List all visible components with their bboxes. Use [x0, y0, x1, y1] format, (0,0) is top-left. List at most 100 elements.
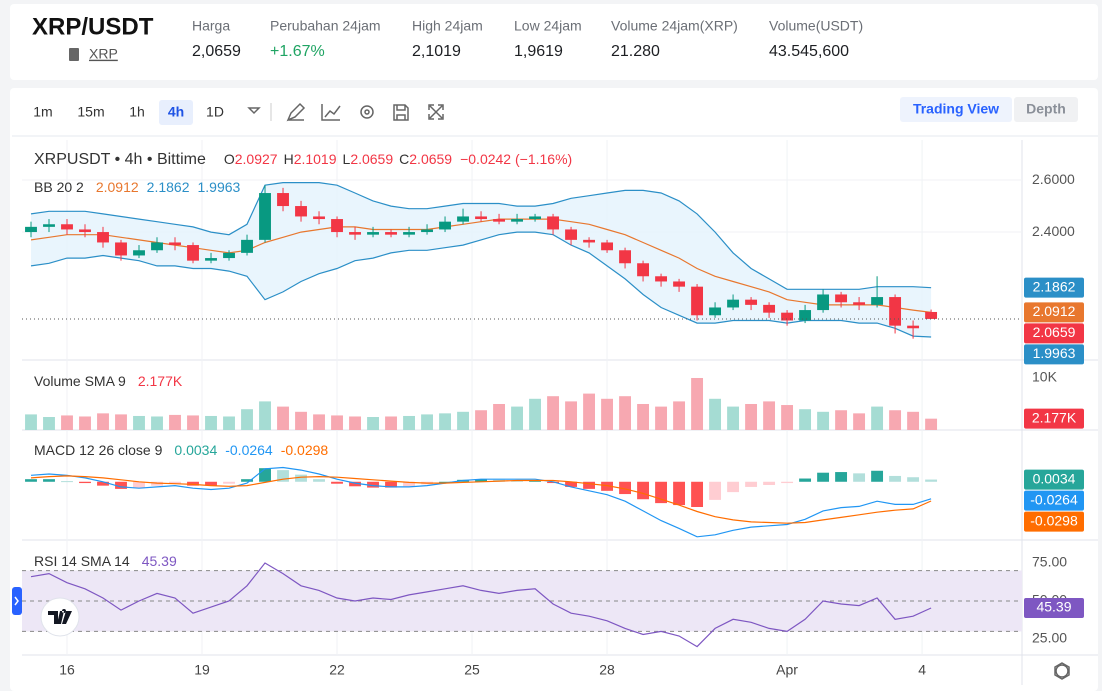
- legend: XRPUSDT • 4h • Bittime O2.0927 H2.1019 L2.0…: [34, 151, 572, 169]
- macd-histogram: [763, 481, 776, 485]
- volume-bar: [799, 409, 812, 430]
- interval-button[interactable]: 1h: [129, 104, 145, 120]
- settings-icon[interactable]: [360, 105, 374, 119]
- volume-bar: [205, 415, 217, 430]
- macd-histogram: [835, 472, 848, 482]
- interval-active-bg: [159, 100, 193, 125]
- candle-body: [277, 193, 289, 207]
- volume-bar: [529, 398, 541, 430]
- candle-body: [79, 229, 91, 233]
- header-card: [10, 4, 1098, 80]
- dropdown-arrow[interactable]: [247, 107, 261, 115]
- candle-body: [187, 245, 199, 261]
- macd-histogram: [889, 475, 902, 482]
- interval-button[interactable]: 1D: [206, 104, 224, 120]
- candle-body: [889, 297, 902, 326]
- volume-bar: [853, 413, 866, 430]
- legend-item: -0.0264: [225, 442, 273, 458]
- draw-icon[interactable]: [286, 102, 306, 122]
- view-tab[interactable]: Trading View: [913, 101, 999, 117]
- macd-histogram: [709, 481, 722, 500]
- y-tick-label: 2.4000: [1032, 223, 1075, 239]
- axis-value-label: 1.9963: [1033, 345, 1076, 361]
- macd-histogram: [403, 481, 415, 487]
- volume-bar: [403, 415, 415, 430]
- stat-value: +1.67%: [270, 43, 325, 60]
- volume-bar: [385, 416, 397, 430]
- candle-body: [115, 242, 127, 256]
- asset-icon: [69, 48, 79, 61]
- fullscreen-icon[interactable]: [428, 104, 444, 120]
- macd-histogram: [925, 479, 938, 482]
- axis-value-label: -0.0264: [1030, 491, 1078, 507]
- volume-bar: [259, 401, 271, 430]
- asset-link[interactable]: XRP: [89, 46, 118, 62]
- volume-bar: [79, 416, 91, 430]
- legend-item: 2.0912: [96, 179, 139, 195]
- macd-histogram: [439, 481, 451, 483]
- candle-body: [367, 232, 379, 235]
- side-tab[interactable]: [12, 587, 22, 615]
- candle-body: [583, 239, 595, 243]
- candle-body: [61, 224, 73, 230]
- legend-item: 0.0034: [174, 442, 217, 458]
- volume-bar: [25, 414, 37, 430]
- stat-value: 1,9619: [514, 43, 563, 60]
- candle-body: [475, 216, 487, 220]
- y-tick-label: 10K: [1032, 369, 1058, 385]
- volume-bar: [421, 414, 433, 430]
- view-tab-bg: [900, 97, 1012, 122]
- axis-value-label: 2.0659: [1033, 324, 1076, 340]
- tv-logo-mark: [48, 609, 72, 624]
- candle-body: [871, 297, 884, 305]
- interval-button[interactable]: 4h: [168, 104, 184, 120]
- axis-value-box: [1024, 323, 1084, 344]
- view-tab[interactable]: Depth: [1026, 101, 1066, 117]
- macd-histogram: [583, 481, 595, 489]
- macd-histogram: [25, 479, 37, 482]
- candle-body: [709, 307, 722, 316]
- macd-histogram: [115, 481, 127, 489]
- macd-histogram: [43, 479, 55, 482]
- candle-body: [925, 311, 938, 319]
- interval-button[interactable]: 15m: [77, 104, 104, 120]
- stats: Harga 2,0659 Perubahan 24jam +1.67% High 24j…: [192, 18, 863, 61]
- volume-bar: [169, 414, 181, 430]
- interval-button[interactable]: 1m: [33, 104, 52, 120]
- candle-body: [781, 312, 794, 321]
- legend-item: H: [284, 151, 294, 167]
- volume-bar: [547, 396, 559, 430]
- axis-value-label: 2.177K: [1032, 409, 1077, 425]
- candle-body: [385, 232, 397, 235]
- x-tick-label: Apr: [776, 662, 798, 678]
- macd-histogram: [799, 478, 812, 482]
- candle-body: [907, 325, 920, 329]
- candle-body: [853, 302, 866, 305]
- save-icon[interactable]: [393, 104, 409, 121]
- macd-histogram: [727, 481, 740, 493]
- volume-bar: [673, 401, 686, 430]
- macd-histogram: [151, 481, 163, 486]
- axis-settings[interactable]: [1055, 664, 1069, 678]
- legend-item: XRPUSDT • 4h • Bittime: [34, 151, 206, 168]
- stat-label: High 24jam: [412, 18, 483, 34]
- macd-histogram: [97, 481, 109, 486]
- stat-value: 43.545,600: [769, 43, 849, 60]
- candle-body: [601, 242, 613, 251]
- indicator-icon[interactable]: [321, 104, 341, 121]
- legend-item: RSI 14 SMA 14: [34, 553, 130, 569]
- macd-histogram: [601, 481, 613, 491]
- candle-body: [421, 229, 433, 233]
- stat-label: Harga: [192, 18, 230, 34]
- stat-value: 21.280: [611, 43, 660, 60]
- macd-histogram: [907, 477, 920, 482]
- stat-label: Perubahan 24jam: [270, 18, 381, 34]
- stat-label: Volume(USDT): [769, 18, 863, 34]
- legend: RSI 14 SMA 14 45.39: [34, 553, 177, 569]
- legend-item: 2.1862: [147, 179, 190, 195]
- macd-histogram: [223, 481, 235, 484]
- legend-item: L: [343, 151, 351, 167]
- volume-bar: [277, 406, 289, 430]
- macd-histogram: [529, 480, 541, 482]
- axis-value-box: [1024, 408, 1084, 429]
